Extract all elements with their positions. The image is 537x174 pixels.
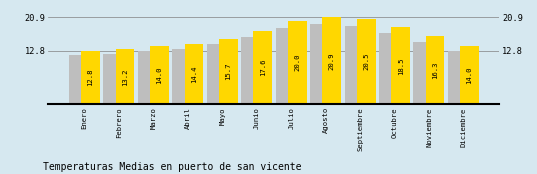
Text: 20.5: 20.5: [363, 53, 369, 70]
Bar: [150, 46, 169, 104]
Bar: [448, 51, 462, 104]
Bar: [288, 21, 307, 104]
Bar: [357, 19, 375, 104]
Text: 18.5: 18.5: [397, 57, 404, 74]
Bar: [460, 46, 479, 104]
Text: 20.9: 20.9: [329, 52, 335, 69]
Bar: [310, 24, 324, 104]
Text: 14.0: 14.0: [467, 66, 473, 84]
Bar: [391, 27, 410, 104]
Bar: [69, 55, 83, 104]
Text: 14.4: 14.4: [191, 66, 197, 83]
Bar: [345, 26, 358, 104]
Text: 17.6: 17.6: [260, 59, 266, 76]
Text: 16.3: 16.3: [432, 62, 438, 79]
Bar: [138, 51, 151, 104]
Bar: [241, 37, 255, 104]
Bar: [207, 44, 221, 104]
Bar: [81, 51, 100, 104]
Bar: [413, 42, 427, 104]
Bar: [103, 54, 117, 104]
Bar: [426, 36, 445, 104]
Bar: [379, 33, 393, 104]
Bar: [115, 49, 134, 104]
Text: 12.8: 12.8: [88, 69, 93, 86]
Bar: [322, 17, 341, 104]
Bar: [219, 39, 238, 104]
Text: 15.7: 15.7: [226, 63, 231, 80]
Text: 13.2: 13.2: [122, 68, 128, 86]
Text: 20.0: 20.0: [294, 54, 300, 71]
Text: 14.0: 14.0: [156, 66, 162, 84]
Bar: [275, 27, 289, 104]
Bar: [253, 31, 272, 104]
Text: Temperaturas Medias en puerto de san vicente: Temperaturas Medias en puerto de san vic…: [43, 162, 301, 172]
Bar: [172, 49, 186, 104]
Bar: [185, 44, 203, 104]
